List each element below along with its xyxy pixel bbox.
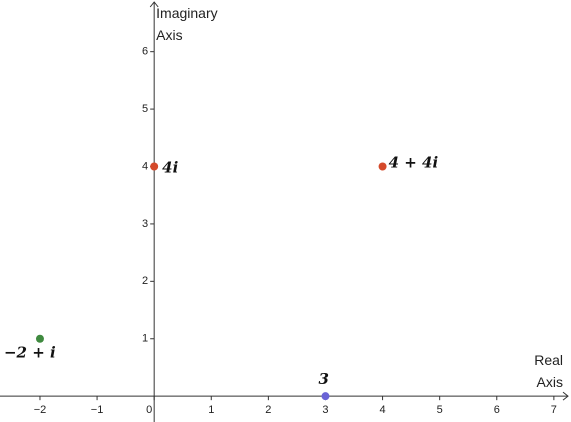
y-axis-label-box: Imaginary Axis: [156, 5, 218, 43]
y-tick-label: 5: [142, 103, 148, 115]
x-tick-label: 4: [380, 404, 386, 416]
y-tick-label: 3: [142, 218, 148, 230]
y-axis-arrow: [149, 1, 159, 8]
point: [321, 392, 330, 401]
x-axis-label: Real Axis: [534, 352, 563, 390]
y-tick-label: 6: [142, 46, 148, 58]
x-tick-label: −2: [34, 404, 47, 416]
y-axis-label: Imaginary Axis: [156, 5, 218, 43]
x-tick-label: 3: [322, 404, 328, 416]
point: [378, 162, 387, 171]
x-axis-arrow: [562, 391, 569, 401]
x-tick-label: 5: [437, 404, 443, 416]
y-tick-label: 1: [142, 333, 148, 345]
point-label: 4 + 4i: [389, 154, 439, 172]
x-tick-label: 7: [551, 404, 557, 416]
point: [35, 334, 44, 343]
x-tick-label: 2: [265, 404, 271, 416]
x-tick-label: −1: [91, 404, 104, 416]
x-tick-label: 6: [494, 404, 500, 416]
point: [150, 162, 159, 171]
x-tick-label: 0: [146, 404, 152, 416]
point-label: 4i: [162, 159, 178, 177]
point-label: −2 + i: [4, 344, 56, 362]
y-tick-label: 2: [142, 275, 148, 287]
x-tick-label: 1: [208, 404, 214, 416]
x-axis-label-box: Real Axis: [534, 352, 563, 390]
y-tick-label: 4: [142, 160, 148, 172]
point-label: 3: [318, 370, 328, 388]
